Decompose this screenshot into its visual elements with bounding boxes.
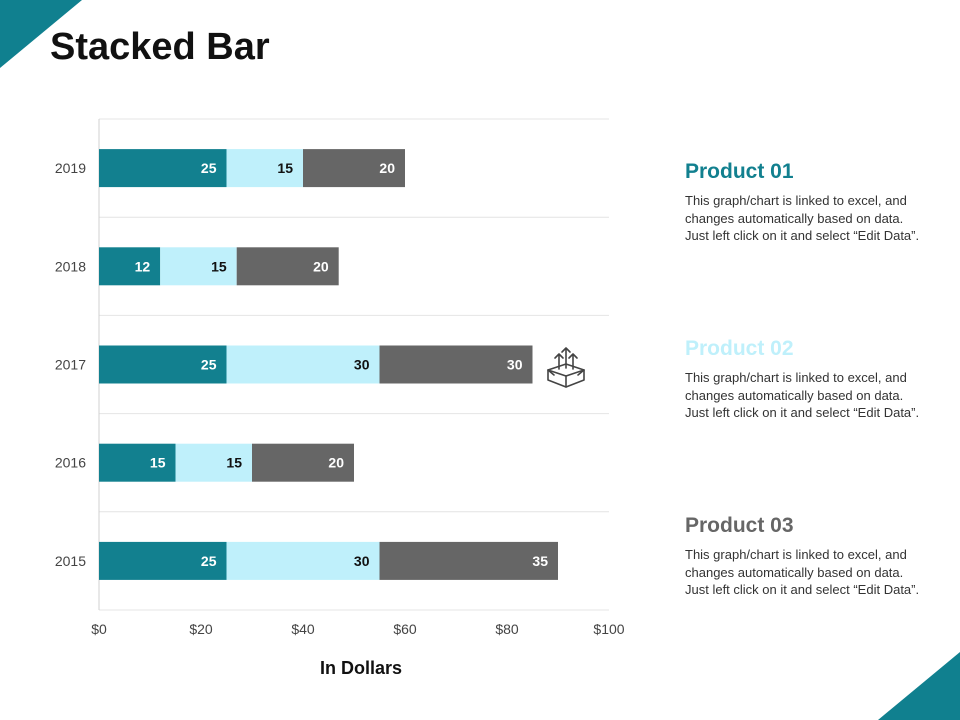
bar-segment bbox=[226, 345, 380, 384]
y-tick-label: 2016 bbox=[55, 455, 86, 471]
bar-segment bbox=[99, 541, 227, 580]
x-tick-label: $80 bbox=[495, 621, 519, 637]
bar-segment bbox=[379, 541, 558, 580]
page-title: Stacked Bar bbox=[50, 26, 270, 68]
corner-decoration-top-left bbox=[0, 0, 82, 68]
corner-decoration-bottom-right bbox=[878, 652, 960, 720]
legend-description: This graph/chart is linked to excel, and… bbox=[685, 547, 920, 597]
data-label: 15 bbox=[150, 455, 166, 471]
legend-description: This graph/chart is linked to excel, and… bbox=[685, 370, 920, 420]
data-label: 20 bbox=[328, 455, 344, 471]
legend-title: Product 01 bbox=[685, 160, 794, 183]
legend-description: This graph/chart is linked to excel, and… bbox=[685, 193, 920, 243]
data-label: 15 bbox=[226, 455, 242, 471]
x-tick-label: $0 bbox=[91, 621, 107, 637]
y-tick-label: 2018 bbox=[55, 258, 86, 274]
x-tick-label: $40 bbox=[291, 621, 315, 637]
data-label: 12 bbox=[135, 258, 151, 274]
legend-product-02: Product 02 This graph/chart is linked to… bbox=[685, 337, 925, 422]
x-tick-label: $60 bbox=[393, 621, 417, 637]
data-label: 25 bbox=[201, 357, 217, 373]
bar-segment bbox=[252, 443, 354, 482]
data-label: 30 bbox=[354, 553, 370, 569]
y-tick-label: 2017 bbox=[55, 357, 86, 373]
bar-segment bbox=[99, 149, 227, 188]
data-label: 30 bbox=[507, 357, 523, 373]
data-label: 25 bbox=[201, 553, 217, 569]
bar-segment bbox=[226, 541, 380, 580]
legend-title: Product 02 bbox=[685, 337, 794, 360]
legend-product-03: Product 03 This graph/chart is linked to… bbox=[685, 514, 925, 599]
data-label: 20 bbox=[313, 258, 329, 274]
bar-segment bbox=[160, 247, 237, 286]
bar-segment bbox=[303, 149, 405, 188]
x-tick-label: $100 bbox=[593, 621, 624, 637]
data-label: 35 bbox=[532, 553, 548, 569]
data-label: 20 bbox=[379, 160, 395, 176]
box-growth-arrows-icon bbox=[547, 347, 585, 388]
bar-segment bbox=[379, 345, 533, 384]
legend-product-01: Product 01 This graph/chart is linked to… bbox=[685, 160, 925, 245]
data-label: 15 bbox=[211, 258, 227, 274]
data-label: 30 bbox=[354, 357, 370, 373]
data-label: 25 bbox=[201, 160, 217, 176]
bar-segment bbox=[226, 149, 303, 188]
data-label: 15 bbox=[277, 160, 293, 176]
x-axis-label: In Dollars bbox=[320, 658, 402, 678]
y-tick-label: 2019 bbox=[55, 160, 86, 176]
y-tick-label: 2015 bbox=[55, 553, 86, 569]
bar-segment bbox=[99, 443, 176, 482]
legend-title: Product 03 bbox=[685, 514, 794, 537]
x-tick-label: $20 bbox=[189, 621, 213, 637]
bar-segment bbox=[99, 345, 227, 384]
bar-segment bbox=[99, 247, 161, 286]
bar-segment bbox=[236, 247, 339, 286]
bar-segment bbox=[175, 443, 252, 482]
